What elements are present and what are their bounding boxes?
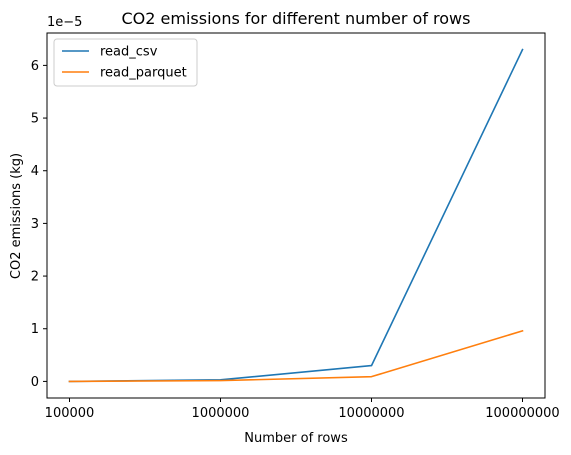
x-axis-label: Number of rows bbox=[244, 431, 348, 446]
y-axis-offset-label: 1e−5 bbox=[47, 15, 82, 30]
series-line-read-parquet bbox=[68, 329, 524, 383]
y-tick-label: 3 bbox=[31, 217, 39, 232]
plot-area-frame bbox=[46, 32, 546, 399]
x-tick-label: 100000 bbox=[45, 406, 95, 421]
legend-box bbox=[53, 38, 198, 87]
chart-title: CO2 emissions for different number of ro… bbox=[122, 9, 471, 28]
series-lines bbox=[68, 48, 524, 383]
x-tick-label: 1000000 bbox=[192, 406, 250, 421]
legend-label-read-parquet: read_parquet bbox=[100, 66, 187, 81]
legend-label-read-csv: read_csv bbox=[100, 45, 158, 60]
y-axis-label: CO2 emissions (kg) bbox=[9, 153, 24, 279]
x-tick-label: 100000000 bbox=[485, 406, 559, 421]
series-line-read-csv bbox=[68, 48, 524, 383]
x-axis: 100000 1000000 10000000 100000000 bbox=[45, 398, 560, 421]
x-tick-label: 10000000 bbox=[338, 406, 404, 421]
y-tick-label: 6 bbox=[31, 59, 39, 74]
y-tick-label: 4 bbox=[31, 164, 39, 179]
legend: read_csv read_parquet bbox=[53, 38, 198, 87]
y-tick-label: 1 bbox=[31, 322, 39, 337]
y-axis: 0 1 2 3 4 5 6 bbox=[31, 59, 47, 390]
y-tick-label: 0 bbox=[31, 375, 39, 390]
y-tick-label: 2 bbox=[31, 270, 39, 285]
y-tick-label: 5 bbox=[31, 112, 39, 127]
